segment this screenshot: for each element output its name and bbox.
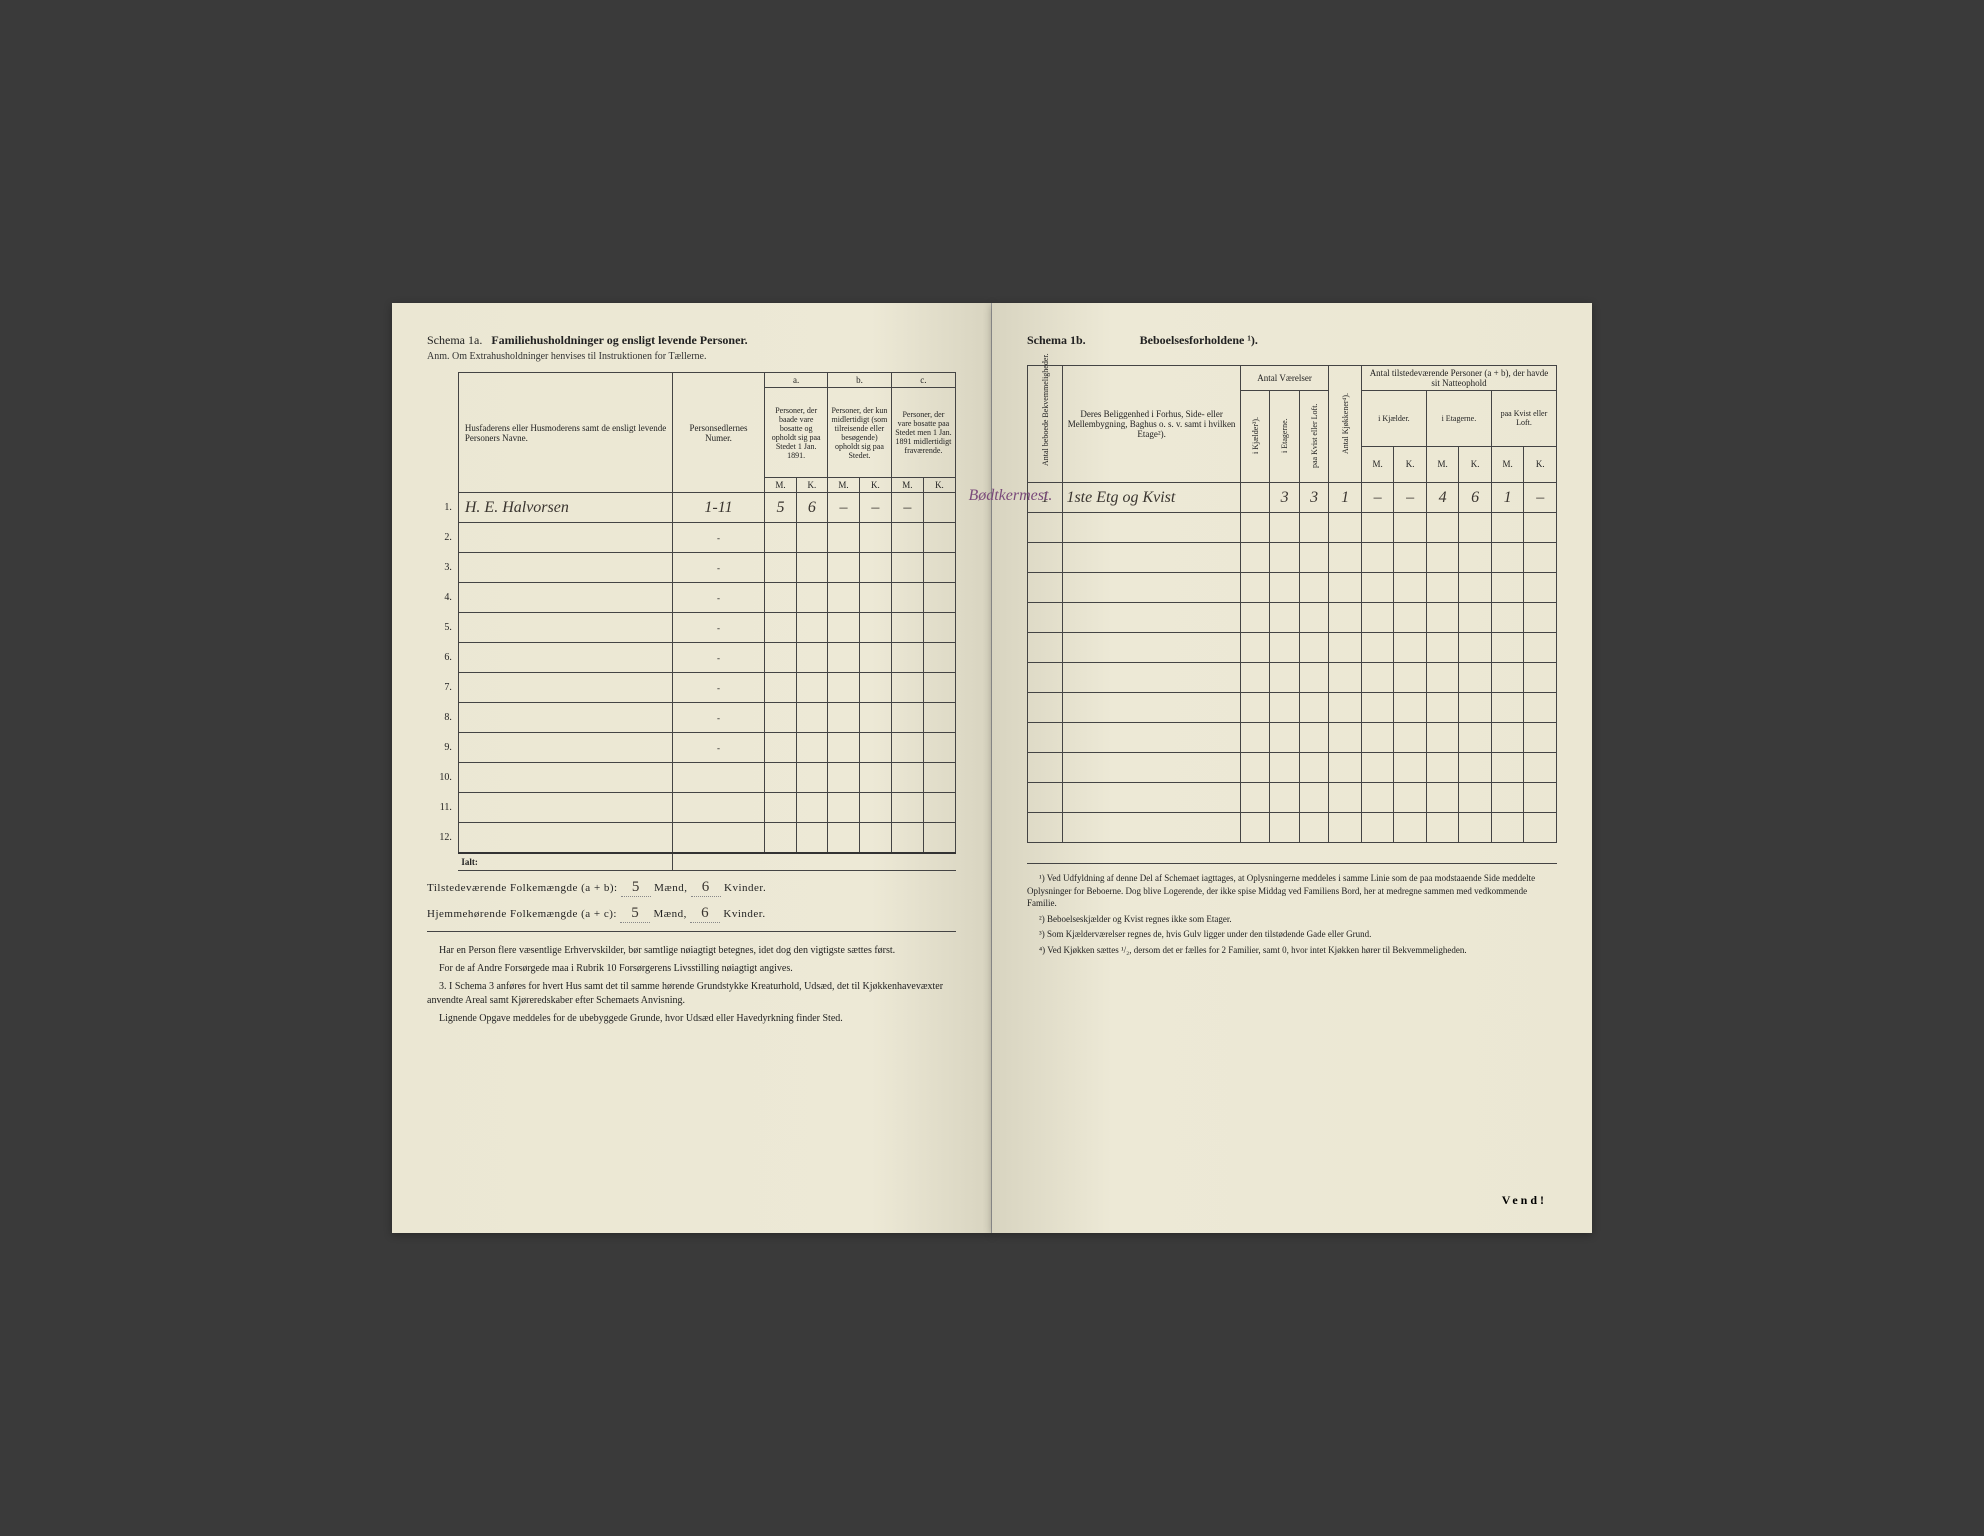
table-row [1028,813,1557,843]
bottom-text-1: Har en Person flere væsentlige Erhvervsk… [427,944,956,958]
book-spread: Schema 1a. Familiehusholdninger og ensli… [392,303,1592,1233]
header-kjokken: Antal Kjøkkener⁴). [1341,381,1350,466]
table-row [1028,513,1557,543]
header-bekv: Antal beboede Bekvemmeligheder. [1041,381,1050,466]
table-row: 4. - [427,583,956,613]
bottom-text-3: 3. I Schema 3 anføres for hvert Hus samt… [427,980,956,1008]
footnote-3: ³) Som Kjælderværelser regnes de, hvis G… [1027,928,1557,941]
table-row: 6. - [427,643,956,673]
table-row: 7. - [427,673,956,703]
schema-1a-heading: Familiehusholdninger og ensligt levende … [491,333,747,347]
header-numer: Personsedlernes Numer. [672,373,765,493]
table-row [1028,783,1557,813]
table-row: 1. H. E. Halvorsen 1-11 5 6 – – – [427,493,956,523]
header-b-label: b. [828,373,892,388]
schema-1b-heading: Beboelsesforholdene ¹). [1140,333,1258,347]
schema-1b-table: Antal beboede Bekvemmeligheder. Deres Be… [1027,365,1557,843]
header-vaerelser: Antal Værelser [1240,366,1329,391]
header-c-text: Personer, der vare bosatte paa Stedet me… [891,388,955,478]
header-c-m: M. [891,478,923,493]
header-c-label: c. [891,373,955,388]
left-page: Schema 1a. Familiehusholdninger og ensli… [392,303,992,1233]
footnote-1: ¹) Ved Udfyldning af denne Del af Schema… [1027,872,1557,910]
totals-hjemme: Hjemmehørende Folkemængde (a + c): 5 Mæn… [427,905,956,923]
table-row [1028,633,1557,663]
header-b-k: K. [859,478,891,493]
table-row: 10. [427,763,956,793]
table-row: 12. [427,823,956,853]
ialt-label: Ialt: [458,853,672,871]
schema-1a-label: Schema 1a. [427,333,482,347]
header-a-label: a. [765,373,828,388]
footnote-4: ⁴) Ved Kjøkken sættes ¹/₂, dersom det er… [1027,944,1557,957]
table-row [1028,753,1557,783]
header-name: Husfaderens eller Husmoderens samt de en… [458,373,672,493]
header-b-text: Personer, der kun midlertidigt (som tilr… [828,388,892,478]
header-tilstede: Antal tilstedeværende Personer (a + b), … [1361,366,1556,391]
bottom-text-2: For de af Andre Forsørgede maa i Rubrik … [427,962,956,976]
right-page: Schema 1b. Beboelsesforholdene ¹). Antal… [992,303,1592,1233]
header-a-k: K. [796,478,827,493]
table-row: 11. [427,793,956,823]
table-row: 1 Bødtkermest. 1ste Etg og Kvist 3 3 1 –… [1028,483,1557,513]
header-a-text: Personer, der baade vare bosatte og opho… [765,388,828,478]
header-a-m: M. [765,478,796,493]
schema-1b-label: Schema 1b. [1027,333,1086,347]
table-row [1028,723,1557,753]
table-row [1028,603,1557,633]
schema-1a-table: Husfaderens eller Husmoderens samt de en… [427,372,956,871]
header-v-kvist: paa Kvist eller Loft. [1310,393,1319,478]
table-row: 9. - [427,733,956,763]
table-row [1028,543,1557,573]
header-ietag: i Etagerne. [1426,391,1491,447]
header-v-kjaelder: i Kjælder³). [1251,393,1260,478]
table-row [1028,693,1557,723]
table-row: 8. - [427,703,956,733]
header-v-etagerne: i Etagerne. [1280,393,1289,478]
left-footnotes: Har en Person flere væsentlige Erhvervsk… [427,944,956,1026]
bottom-text-4: Lignende Opgave meddeles for de ubebygge… [427,1012,956,1026]
right-footnotes: ¹) Ved Udfyldning af denne Del af Schema… [1027,863,1557,957]
header-c-k: K. [923,478,955,493]
schema-1a-title: Schema 1a. Familiehusholdninger og ensli… [427,333,956,348]
footnote-2: ²) Beboelseskjælder og Kvist regnes ikke… [1027,913,1557,926]
vend-label: Vend! [1502,1193,1547,1208]
header-ikjael: i Kjælder. [1361,391,1426,447]
table-row [1028,573,1557,603]
header-b-m: M. [828,478,860,493]
schema-1a-subtitle: Anm. Om Extrahusholdninger henvises til … [427,351,956,362]
table-row: 3. - [427,553,956,583]
schema-1b-title: Schema 1b. Beboelsesforholdene ¹). [1027,333,1557,348]
header-belig: Deres Beliggenhed i Forhus, Side- eller … [1063,366,1240,483]
header-paakvist: paa Kvist eller Loft. [1491,391,1556,447]
totals-tilstede: Tilstedeværende Folkemængde (a + b): 5 M… [427,879,956,897]
table-row: 2. - [427,523,956,553]
table-row [1028,663,1557,693]
table-row: 5. - [427,613,956,643]
